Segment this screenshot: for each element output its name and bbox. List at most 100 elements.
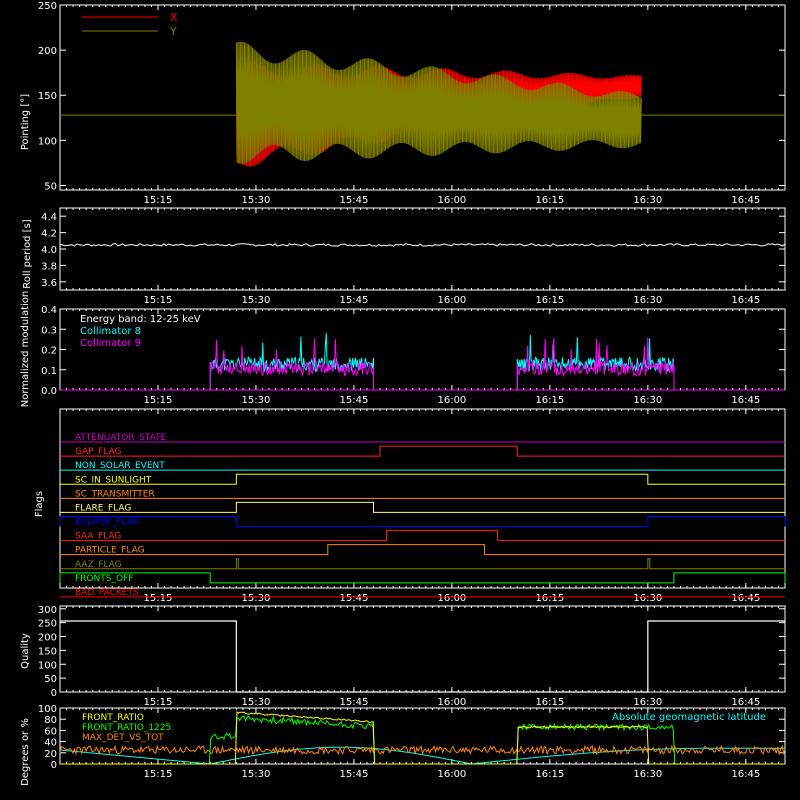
flag-label: FRONTS_OFF bbox=[75, 574, 133, 584]
x-tick-label: 16:45 bbox=[731, 769, 760, 780]
x-tick-label: 15:15 bbox=[144, 593, 173, 604]
x-tick-label: 16:30 bbox=[633, 697, 662, 708]
y-tick-label: 250 bbox=[38, 1, 57, 12]
x-tick-label: 16:00 bbox=[437, 769, 466, 780]
x-tick-label: 15:15 bbox=[144, 697, 173, 708]
y-tick-label: 4.0 bbox=[41, 245, 57, 256]
legend-x-label: X bbox=[170, 11, 178, 24]
x-tick-label: 15:45 bbox=[340, 195, 369, 206]
y-tick-label: 0.2 bbox=[41, 346, 57, 357]
energy-band-annotation: Energy band: 12-25 keV bbox=[80, 314, 201, 325]
y-tick-label: 50 bbox=[44, 674, 57, 685]
flags-ylabel: Flags bbox=[34, 491, 45, 517]
panel-frame bbox=[59, 207, 786, 291]
y-tick-label: 80 bbox=[44, 715, 57, 726]
x-tick-label: 16:00 bbox=[437, 395, 466, 406]
legend-collimator-8: Collimator 8 bbox=[80, 326, 141, 337]
x-tick-label: 16:15 bbox=[535, 593, 564, 604]
x-tick-label: 16:00 bbox=[437, 697, 466, 708]
flag-line bbox=[60, 544, 785, 556]
y-tick-label: 100 bbox=[38, 704, 57, 715]
x-tick-label: 16:15 bbox=[535, 769, 564, 780]
x-tick-label: 16:45 bbox=[731, 295, 760, 306]
x-tick-label: 16:15 bbox=[535, 195, 564, 206]
quality-panel: Quality 15:15 15:30 15:45 16:00 16:15 16:30 16… bbox=[20, 605, 786, 708]
roll-period-panel: Roll period [s] 15:15 15:30 15:45 16:00 16:1… bbox=[22, 207, 786, 306]
ratio-panel: Degrees or % FRONT_RATIO FRONT_RATIO_122… bbox=[20, 704, 786, 786]
x-tick-label: 16:00 bbox=[437, 593, 466, 604]
x-tick-label: 16:15 bbox=[535, 295, 564, 306]
y-tick-label: 0.1 bbox=[41, 366, 57, 377]
y-tick-label: 0 bbox=[51, 688, 57, 699]
legend-max-det-vs-tot: MAX_DET_VS_TOT bbox=[82, 733, 164, 743]
flag-line bbox=[59, 572, 786, 584]
flag-label: NON_SOLAR_EVENT bbox=[75, 461, 165, 471]
y-tick-label: 20 bbox=[44, 749, 57, 760]
flag-label: ATTENUATOR_STATE bbox=[75, 433, 167, 443]
y-tick-label: 100 bbox=[38, 660, 57, 671]
x-tick-label: 15:15 bbox=[144, 295, 173, 306]
flag-label: ECLIPSE_FLAG bbox=[75, 518, 139, 528]
x-tick-label: 15:45 bbox=[340, 593, 369, 604]
pointing-series-y bbox=[235, 41, 642, 164]
y-tick-label: 3.8 bbox=[41, 261, 57, 272]
x-tick-label: 15:45 bbox=[340, 295, 369, 306]
flag-line bbox=[60, 530, 785, 542]
flag-label: GAP_FLAG bbox=[75, 447, 121, 457]
legend-collimator-9: Collimator 9 bbox=[80, 338, 141, 349]
x-tick-label: 16:30 bbox=[633, 769, 662, 780]
flag-label: SC_IN_SUNLIGHT bbox=[75, 475, 152, 485]
max-det-vs-tot-series bbox=[59, 744, 786, 756]
x-tick-label: 15:30 bbox=[242, 593, 271, 604]
flag-line bbox=[60, 558, 785, 570]
flag-line bbox=[59, 516, 786, 527]
y-tick-label: 300 bbox=[38, 605, 57, 616]
x-tick-label: 16:30 bbox=[633, 295, 662, 306]
y-tick-label: 100 bbox=[38, 136, 57, 147]
panel-frame bbox=[59, 605, 786, 693]
flag-label: BAD_PACKETS bbox=[75, 588, 139, 598]
flag-label: PARTICLE_FLAG bbox=[75, 546, 145, 556]
x-tick-label: 16:15 bbox=[535, 395, 564, 406]
x-tick-label: 15:45 bbox=[340, 769, 369, 780]
y-tick-label: 50 bbox=[44, 181, 57, 192]
y-tick-label: 40 bbox=[44, 738, 57, 749]
roll-period-series bbox=[59, 243, 786, 247]
panel-frame bbox=[59, 4, 786, 191]
quality-series bbox=[60, 620, 785, 693]
y-tick-label: 4.2 bbox=[41, 229, 57, 240]
front-ratio-series bbox=[60, 711, 785, 765]
x-tick-label: 16:45 bbox=[731, 697, 760, 708]
ratio-ylabel: Degrees or % bbox=[20, 718, 31, 786]
x-tick-label: 15:30 bbox=[242, 395, 271, 406]
y-tick-label: 200 bbox=[38, 633, 57, 644]
x-tick-label: 15:30 bbox=[242, 295, 271, 306]
flag-line bbox=[60, 445, 785, 457]
x-tick-label: 15:45 bbox=[340, 395, 369, 406]
modulation-panel: Normalized modulation Energy band: 12-25… bbox=[20, 291, 786, 407]
y-tick-label: 60 bbox=[44, 726, 57, 737]
legend-front-ratio: FRONT_RATIO bbox=[82, 713, 144, 723]
modulation-series-collimator-8 bbox=[60, 334, 675, 391]
y-tick-label: 150 bbox=[38, 91, 57, 102]
y-tick-label: 150 bbox=[38, 646, 57, 657]
x-tick-label: 15:15 bbox=[144, 195, 173, 206]
roll-period-ylabel: Roll period [s] bbox=[22, 219, 33, 288]
x-tick-label: 15:15 bbox=[144, 769, 173, 780]
y-tick-label: 0.3 bbox=[41, 325, 57, 336]
x-tick-label: 16:30 bbox=[633, 395, 662, 406]
flag-label: AAZ_FLAG bbox=[75, 560, 122, 570]
x-tick-label: 15:45 bbox=[340, 697, 369, 708]
flags-panel: Flags 15:15 15:30 15:45 16:00 16:15 16:30 16:4… bbox=[34, 408, 786, 604]
pointing-panel: Pointing [°] X Y 15:15 15:30 15:45 16:00 16:… bbox=[20, 1, 786, 206]
x-tick-label: 15:15 bbox=[144, 395, 173, 406]
flag-label: SC_TRANSMITTER bbox=[75, 489, 155, 499]
x-tick-label: 16:45 bbox=[731, 195, 760, 206]
legend-y-label: Y bbox=[169, 25, 177, 38]
x-tick-label: 15:30 bbox=[242, 195, 271, 206]
quality-ylabel: Quality bbox=[20, 633, 31, 669]
x-tick-label: 16:00 bbox=[437, 195, 466, 206]
x-tick-label: 16:45 bbox=[731, 395, 760, 406]
y-tick-label: 3.6 bbox=[41, 278, 57, 289]
